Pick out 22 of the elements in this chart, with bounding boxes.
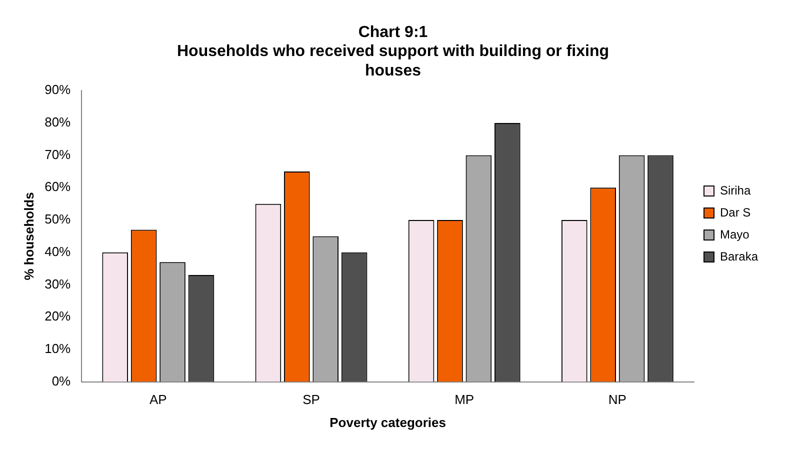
- y-tick-label: 40%: [44, 244, 72, 259]
- y-tick-label: 60%: [44, 179, 72, 194]
- legend-label: Siriha: [720, 183, 751, 198]
- y-tick-label: 90%: [44, 82, 72, 98]
- y-tick-label: 10%: [44, 341, 72, 356]
- chart-subtitle: Households who received support with building or fixing houses: [176, 43, 610, 80]
- y-tick-label: 30%: [44, 276, 72, 292]
- y-tick-label: 20%: [44, 308, 72, 324]
- x-tick-label: AP: [149, 392, 167, 408]
- x-tick-label: MP: [454, 392, 474, 408]
- chart-title: Chart 9:1: [358, 24, 428, 42]
- x-axis-title: Poverty categories: [330, 414, 446, 430]
- x-tick-label: SP: [302, 392, 320, 408]
- y-axis-title: % households: [21, 192, 36, 280]
- y-tick-label: 0%: [52, 373, 72, 388]
- legend-label: Mayo: [720, 227, 750, 242]
- y-tick-label: 80%: [44, 114, 72, 130]
- y-tick-label: 50%: [44, 212, 72, 227]
- y-tick-label: 70%: [44, 146, 72, 162]
- legend-label: Baraka: [720, 249, 758, 264]
- x-tick-label: NP: [608, 392, 626, 408]
- legend-label: Dar S: [720, 205, 751, 220]
